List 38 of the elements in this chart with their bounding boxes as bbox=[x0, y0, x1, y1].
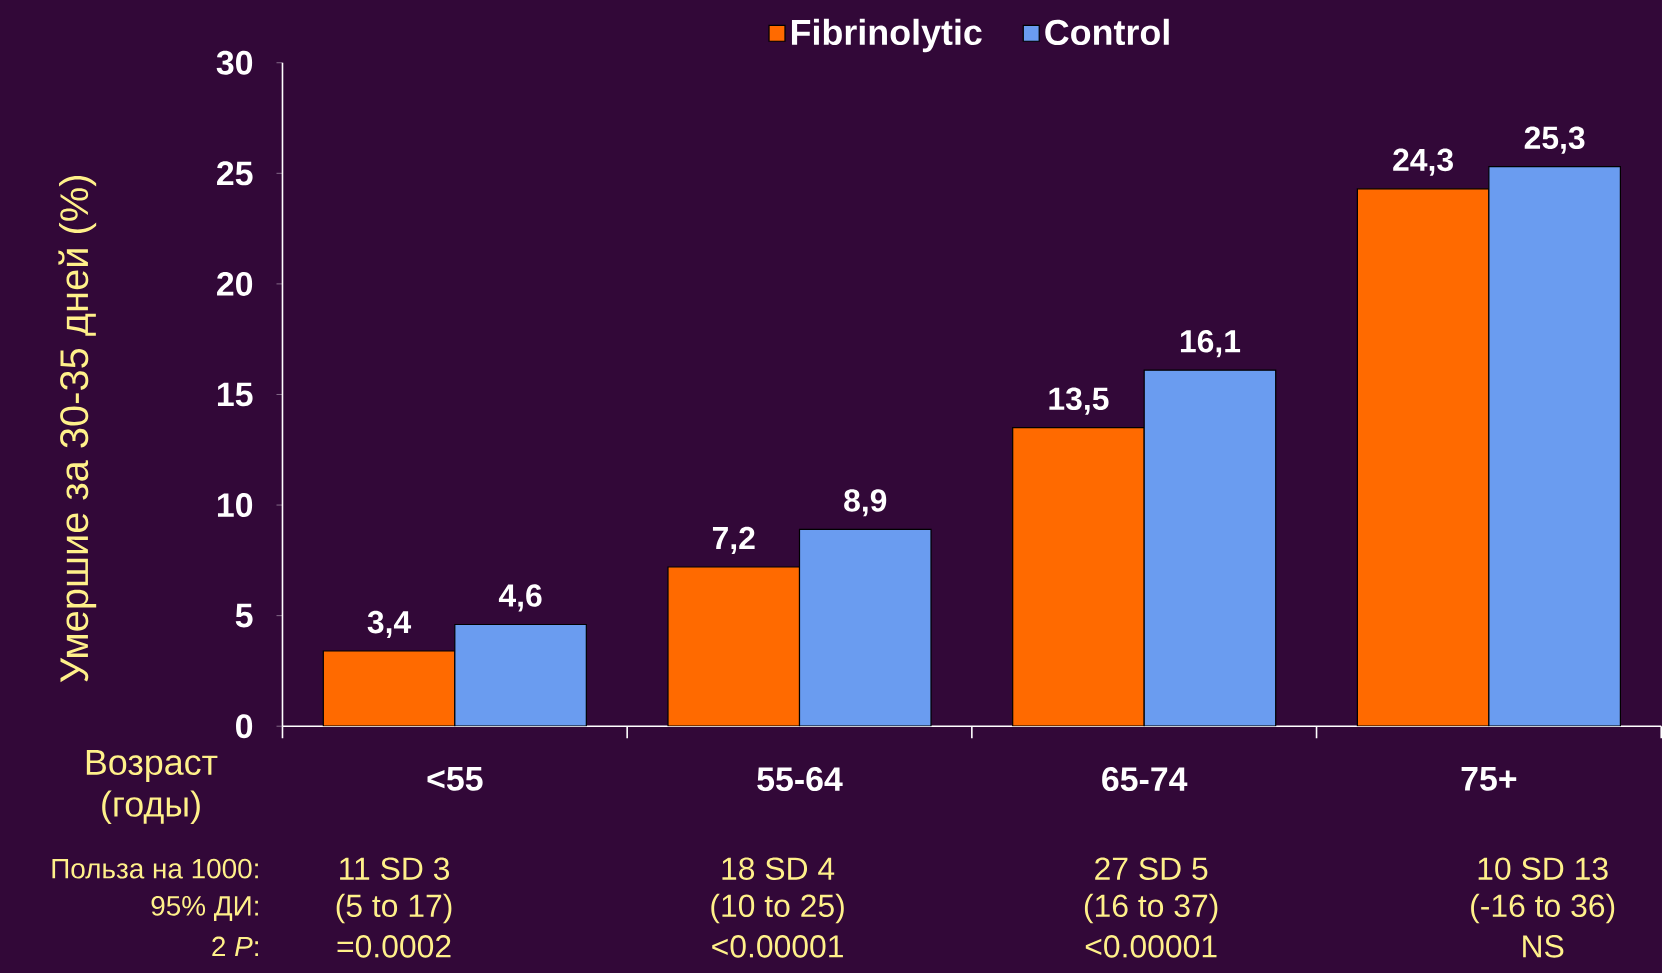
data-label: 25,3 bbox=[1524, 126, 1585, 154]
y-tick-label: 5 bbox=[235, 603, 253, 628]
y-tick-label: 25 bbox=[217, 161, 253, 186]
data-label: 4,6 bbox=[498, 584, 542, 612]
text: 11 SD 3 bbox=[340, 857, 450, 880]
y-tick-label: 30 bbox=[216, 50, 253, 75]
data-label: 16,1 bbox=[1180, 329, 1241, 358]
text: (-16 to 36) bbox=[1471, 893, 1615, 924]
data-label: 24,3 bbox=[1393, 148, 1453, 176]
y-tick-label: 0 bbox=[236, 714, 253, 739]
legend-label: Fibrinolytic bbox=[791, 18, 982, 53]
text: Польза на 1000: bbox=[52, 858, 258, 879]
y-axis-title: Умершие за 30-35 дней (%) bbox=[58, 175, 97, 683]
data-label: 3,4 bbox=[367, 610, 412, 638]
data-label: 8,9 bbox=[844, 489, 887, 517]
text: (16 to 37) bbox=[1084, 893, 1218, 924]
x-tick-label: 65-74 bbox=[1102, 766, 1188, 791]
x-tick-label: 75+ bbox=[1461, 766, 1517, 791]
text: =0.0002 bbox=[337, 934, 451, 958]
x-tick-label: <55 bbox=[427, 766, 483, 791]
text: <0.00001 bbox=[1085, 934, 1217, 958]
data-label: 13,5 bbox=[1049, 387, 1109, 415]
y-tick-label: 20 bbox=[217, 271, 253, 296]
y-tick-label: 10 bbox=[217, 492, 253, 517]
data-label: 7,2 bbox=[712, 526, 755, 554]
text: 27 SD 5 bbox=[1095, 857, 1208, 880]
x-tick-label: 55-64 bbox=[757, 766, 843, 791]
text: 10 SD 13 bbox=[1478, 857, 1608, 880]
y-tick-label: 15 bbox=[217, 382, 253, 407]
text: <0.00001 bbox=[712, 934, 843, 958]
text: 2 P: bbox=[212, 936, 258, 956]
text: 95% ДИ: bbox=[151, 895, 258, 921]
text: (10 to 25) bbox=[711, 893, 844, 924]
text: 18 SD 4 bbox=[722, 857, 835, 880]
legend-label: Control bbox=[1045, 18, 1169, 45]
text: NS bbox=[1523, 934, 1564, 958]
x-axis-title: Возраст (годы) bbox=[86, 749, 218, 824]
text: (5 to 17) bbox=[336, 893, 452, 924]
